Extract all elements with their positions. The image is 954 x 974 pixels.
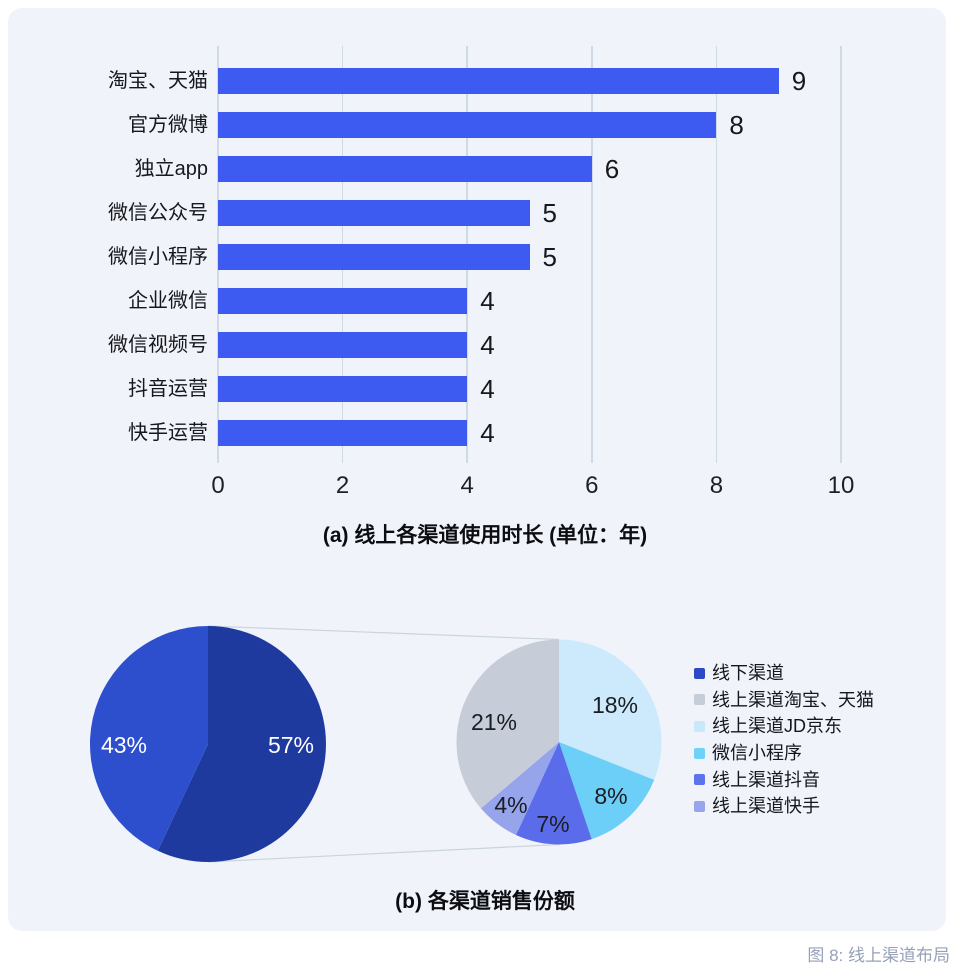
pie-chart-caption: (b) 各渠道销售份额 [395, 890, 575, 913]
bar [218, 332, 468, 358]
pie-slice-label: 4% [494, 792, 527, 818]
category-label: 快手运营 [128, 422, 208, 444]
gridline [715, 46, 718, 463]
category-label: 抖音运营 [128, 378, 208, 400]
pie-slice-labels: 57% 43% 18% 8% 7% 4% 21% [101, 692, 638, 837]
legend-item: 微信小程序 [694, 740, 874, 767]
legend-label: 线下渠道 [712, 663, 784, 684]
value-label: 6 [604, 154, 620, 184]
pie-slice [456, 639, 559, 809]
legend-item: 线上渠道JD京东 [694, 713, 874, 740]
legend-label: 线上渠道抖音 [712, 769, 820, 790]
axis-tick-label: 10 [827, 472, 855, 499]
legend-swatch-icon [694, 774, 705, 786]
bar [218, 244, 530, 270]
pie-slice [89, 625, 208, 851]
bar [218, 420, 468, 446]
bar [218, 200, 530, 226]
value-label: 9 [791, 66, 807, 96]
pie-slice [559, 639, 662, 780]
legend-item: 线上渠道淘宝、天猫 [694, 687, 874, 714]
legend-label: 线上渠道JD京东 [712, 716, 842, 737]
pie-slice-label: 8% [594, 783, 627, 809]
connector-line-bottom [207, 843, 560, 863]
connector-line-top [207, 625, 560, 641]
category-label: 微信小程序 [108, 246, 208, 268]
legend-swatch-icon [694, 720, 705, 732]
value-label: 4 [480, 418, 495, 448]
pie-slice-label: 57% [268, 732, 314, 758]
bar [218, 156, 592, 182]
value-label: 5 [542, 242, 557, 272]
legend-item: 线上渠道抖音 [694, 766, 874, 793]
axis-tick-label: 8 [709, 472, 724, 499]
axis-tick-label: 2 [335, 472, 350, 499]
category-label: 微信视频号 [108, 334, 208, 356]
pie-of-pie-svg: 57% 43% 18% 8% 7% 4% 21% [89, 625, 662, 863]
legend-swatch-icon [694, 747, 705, 759]
pie-slice-label: 7% [536, 811, 569, 837]
pie-slice [559, 742, 655, 840]
value-label: 5 [542, 198, 557, 228]
category-label: 淘宝、天猫 [108, 70, 208, 92]
legend-label: 线上渠道淘宝、天猫 [712, 689, 874, 710]
category-label: 微信公众号 [108, 202, 208, 224]
value-label: 4 [480, 286, 495, 316]
category-label: 官方微博 [128, 114, 208, 136]
chart-card: 0 2 4 6 8 10 淘宝、天猫 9 官方微博 8 独立app 6 微信公众号 5 微信小程序 5 企业微信… [8, 8, 946, 931]
bar [218, 68, 779, 94]
value-label: 4 [480, 330, 495, 360]
pie-legend: 线下渠道线上渠道淘宝、天猫 线上渠道JD京东 微信小程序线上渠道抖音 线上渠道快手 [694, 660, 874, 820]
axis-tick-label: 4 [460, 472, 474, 499]
figure-caption: 图 8: 线上渠道布局 [807, 946, 950, 965]
legend-label: 线上渠道快手 [712, 796, 820, 817]
bar [218, 376, 468, 402]
axis-tick-label: 6 [585, 472, 599, 499]
category-label: 企业微信 [128, 290, 208, 312]
gridline [840, 46, 842, 463]
legend-swatch-icon [694, 667, 705, 679]
legend-item: 线上渠道快手 [694, 793, 874, 820]
legend-swatch-icon [694, 694, 705, 706]
legend-label: 微信小程序 [712, 743, 802, 764]
pie-slice-label: 21% [471, 709, 517, 735]
gridline [591, 46, 593, 463]
bar-chart-caption: (a) 线上各渠道使用时长 (单位：年) [322, 524, 648, 547]
pie-slice [157, 626, 326, 863]
value-label: 8 [729, 110, 744, 140]
bar [218, 112, 717, 138]
pie-slices [89, 625, 662, 863]
pie-slice [516, 742, 592, 845]
legend-item: 线下渠道 [694, 660, 874, 687]
pie-slice [480, 742, 559, 835]
bar [218, 288, 468, 314]
pie-slice-label: 18% [592, 692, 638, 718]
category-label: 独立app [134, 158, 208, 180]
axis-tick-label: 0 [211, 472, 225, 499]
pie-slice-label: 43% [101, 732, 147, 758]
legend-swatch-icon [694, 800, 705, 812]
value-label: 4 [480, 374, 495, 404]
